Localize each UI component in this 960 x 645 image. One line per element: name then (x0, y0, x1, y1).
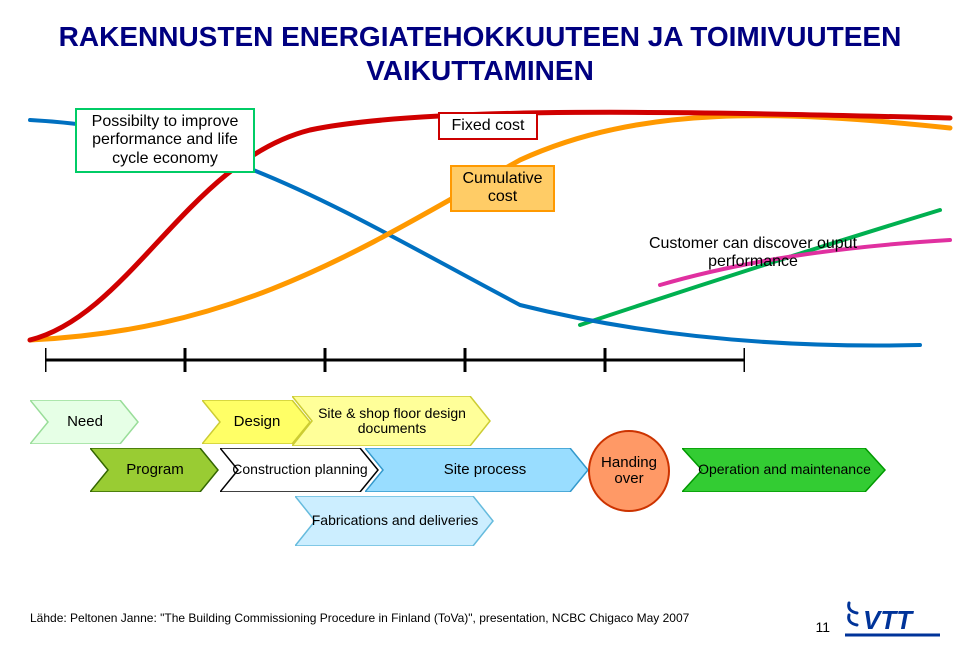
phase-operation: Operation and maintenance (682, 448, 887, 492)
phase-site-shop: Site & shop floor design documents (292, 396, 492, 446)
phase-flow: Need Program Design Site & shop floor de… (30, 400, 930, 570)
vtt-logo: VTT (845, 599, 940, 637)
page-number: 11 (815, 619, 830, 635)
phase-need: Need (30, 400, 140, 444)
svg-text:VTT: VTT (863, 605, 914, 635)
label-cumulative-cost: Cumulative cost (450, 165, 555, 212)
label-possibility: Possibilty to improve performance and li… (75, 108, 255, 173)
slide-title: RAKENNUSTEN ENERGIATEHOKKUUTEEN JA TOIMI… (0, 20, 960, 87)
timeline-axis (45, 345, 745, 375)
handing-over-label: Handing over (590, 455, 668, 488)
phase-fabrications: Fabrications and deliveries (295, 496, 495, 546)
label-fixed-cost: Fixed cost (438, 112, 538, 140)
phase-program: Program (90, 448, 220, 492)
phase-construction-planning: Construction planning (220, 448, 380, 492)
label-customer-discover: Customer can discover ouput performance (648, 235, 858, 272)
phase-handing-over: Handing over (588, 430, 670, 512)
phase-site-process: Site process (380, 448, 590, 492)
footer-citation: Lähde: Peltonen Janne: "The Building Com… (30, 611, 689, 625)
